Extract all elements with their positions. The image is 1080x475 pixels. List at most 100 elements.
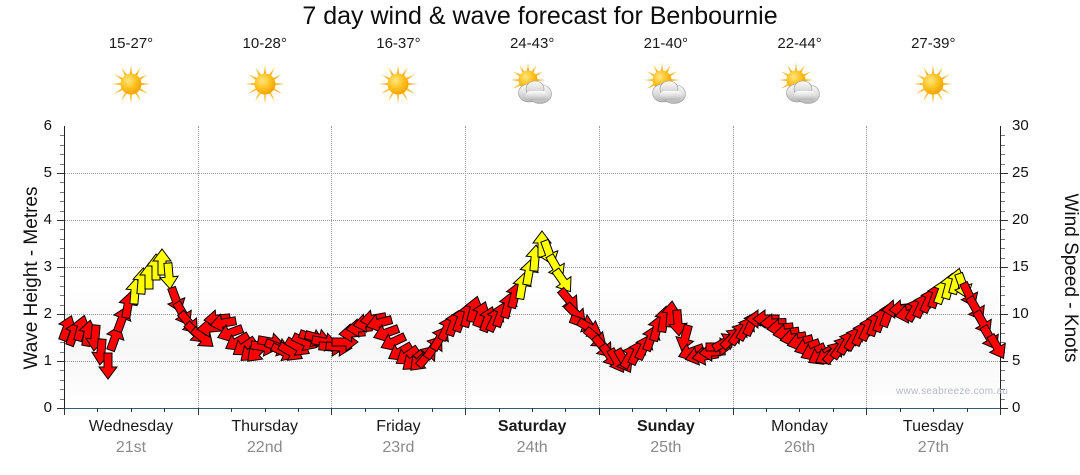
left-axis-label: 6 (43, 117, 52, 134)
day-header-strip: 15-27° 10-28° 16-37° 24-43° (64, 36, 1000, 122)
watermark: www.seabreeze.com.au (896, 386, 1009, 397)
left-axis-tick (60, 248, 64, 250)
right-axis-tick (1001, 163, 1005, 165)
day-divider-gridline (866, 126, 868, 408)
day-date: 22nd (246, 439, 283, 456)
sun-icon (370, 58, 426, 110)
day-label-monday: Monday 26th (733, 416, 867, 458)
page-title: 7 day wind & wave forecast for Benbourni… (302, 2, 778, 30)
left-axis-tick (60, 191, 64, 193)
left-axis-label: 4 (43, 211, 52, 228)
day-header-thursday: 10-28° (198, 36, 332, 110)
right-axis-tick (1001, 201, 1005, 203)
temperature-range: 22-44° (777, 35, 822, 52)
x-axis-minor-tick (565, 408, 567, 412)
right-axis-tick (1001, 304, 1005, 306)
horizontal-gridline (64, 314, 1000, 315)
left-axis-tick (60, 351, 64, 353)
temperature-range: 27-39° (911, 35, 956, 52)
x-axis-tick (732, 408, 734, 415)
day-header-sunday: 21-40° (599, 36, 733, 110)
day-header-monday: 22-44° (733, 36, 867, 110)
right-axis-tick (1001, 248, 1005, 250)
x-axis-minor-tick (231, 408, 233, 412)
x-axis-minor-tick (665, 408, 667, 412)
right-axis-tick (1001, 295, 1005, 297)
day-date: 24th (516, 439, 548, 456)
x-axis-minor-tick (431, 408, 433, 412)
day-label-friday: Friday 23rd (331, 416, 465, 458)
horizontal-gridline (64, 173, 1000, 174)
right-axis-tick (1001, 342, 1005, 344)
left-axis-tick (60, 210, 64, 212)
day-label-tuesday: Tuesday 27th (866, 416, 1000, 458)
day-name: Friday (376, 418, 421, 435)
left-axis-tick (60, 257, 64, 259)
day-header-saturday: 24-43° (465, 36, 599, 110)
day-name: Thursday (231, 418, 299, 435)
partly-cloudy-icon (638, 58, 694, 110)
left-axis-tick (60, 135, 64, 137)
left-axis-tick (60, 238, 64, 240)
x-axis-minor-tick (899, 408, 901, 412)
left-axis-tick (57, 408, 64, 409)
left-axis-line (64, 126, 65, 408)
right-axis-tick (1001, 361, 1008, 362)
partly-cloudy-icon (772, 58, 828, 110)
left-axis-label: 2 (43, 305, 52, 322)
temperature-range: 21-40° (643, 35, 689, 52)
right-axis-tick (1001, 257, 1005, 259)
x-axis-tick (1000, 408, 1001, 415)
left-axis-tick (60, 370, 64, 372)
right-axis-tick (1001, 370, 1005, 372)
right-axis-label: 20 (1012, 211, 1029, 228)
x-axis-tick (331, 408, 333, 415)
right-axis-label: 5 (1012, 352, 1021, 369)
day-date: 25th (650, 439, 682, 456)
right-axis-tick (1001, 191, 1005, 193)
right-axis-tick (1001, 285, 1005, 287)
temperature-range: 15-27° (108, 35, 154, 52)
right-axis-tick (1001, 173, 1008, 174)
day-header-friday: 16-37° (331, 36, 465, 110)
left-axis-label: 0 (43, 399, 52, 416)
x-axis-minor-tick (799, 408, 801, 412)
x-axis-minor-tick (97, 408, 99, 412)
right-axis-tick (1001, 267, 1008, 268)
day-divider-gridline (331, 126, 333, 408)
day-header-tuesday: 27-39° (866, 36, 1000, 110)
left-axis-tick (60, 285, 64, 287)
left-axis-tick (57, 314, 64, 315)
right-axis-tick (1001, 238, 1005, 240)
right-axis-label: 10 (1012, 305, 1029, 322)
left-axis-tick (57, 220, 64, 221)
x-axis-tick (64, 408, 65, 415)
day-divider-gridline (465, 126, 467, 408)
left-axis-tick (60, 229, 64, 231)
x-axis-minor-tick (966, 408, 968, 412)
x-axis-minor-tick (364, 408, 366, 412)
right-axis-tick (1001, 154, 1005, 156)
left-axis-tick (60, 304, 64, 306)
left-axis-tick (60, 163, 64, 165)
right-axis-tick (1001, 398, 1005, 400)
x-axis-minor-tick (632, 408, 634, 412)
left-axis-tick (60, 154, 64, 156)
left-axis-tick (60, 295, 64, 297)
right-axis-tick (1001, 332, 1005, 334)
x-axis-tick (197, 408, 199, 415)
left-axis-title: Wave Height - Metres (21, 186, 42, 370)
x-axis-minor-tick (398, 408, 400, 412)
right-axis-tick (1001, 314, 1008, 315)
right-axis-tick (1001, 276, 1005, 278)
left-axis-tick (57, 361, 64, 362)
x-axis-minor-tick (164, 408, 166, 412)
x-axis-minor-tick (298, 408, 299, 412)
day-name: Sunday (636, 418, 695, 435)
day-label-wednesday: Wednesday 21st (64, 416, 198, 458)
left-axis-tick (57, 173, 64, 174)
x-axis-tick (598, 408, 600, 415)
left-axis-tick (60, 276, 64, 278)
left-axis-tick (60, 144, 64, 146)
